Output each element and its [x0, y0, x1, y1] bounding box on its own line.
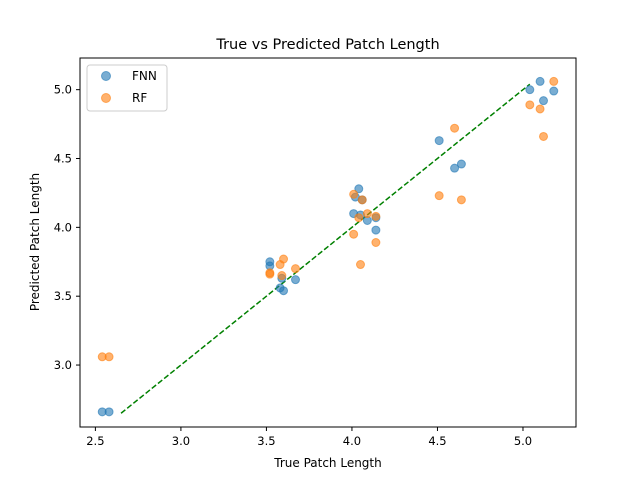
data-point-rf [434, 191, 444, 201]
y-axis-ticks: 3.0 3.5 4.0 4.5 5.0 [54, 83, 80, 372]
data-point-fnn [354, 184, 364, 194]
data-point-rf [354, 213, 364, 223]
x-axis-ticks: 2.5 3.0 3.5 4.0 4.5 5.0 [86, 427, 532, 448]
data-point-rf [450, 123, 460, 133]
legend-marker-fnn [101, 71, 111, 81]
data-point-rf [291, 264, 301, 274]
data-point-rf [371, 211, 381, 221]
y-axis-label: Predicted Patch Length [28, 173, 42, 311]
x-tick-label: 3.5 [257, 434, 275, 448]
data-point-rf [279, 254, 289, 264]
data-point-fnn [456, 159, 466, 169]
data-point-fnn [291, 275, 301, 285]
data-point-rf [456, 195, 466, 205]
series-rf [97, 76, 559, 362]
data-point-fnn [371, 225, 381, 235]
x-axis-label: True Patch Length [273, 456, 381, 470]
data-point-rf [349, 229, 359, 239]
plot-area [97, 76, 559, 417]
data-point-rf [535, 104, 545, 114]
data-point-rf [355, 260, 365, 270]
legend-label-fnn: FNN [132, 69, 157, 83]
x-tick-label: 3.0 [172, 434, 190, 448]
data-point-fnn [450, 163, 460, 173]
legend: FNN RF [86, 64, 168, 112]
data-point-rf [104, 352, 114, 362]
data-point-fnn [525, 85, 535, 95]
y-tick-label: 3.0 [54, 358, 72, 372]
data-point-rf [525, 100, 535, 110]
data-point-fnn [535, 76, 545, 86]
legend-marker-rf [101, 93, 111, 103]
y-tick-label: 5.0 [54, 83, 72, 97]
y-tick-label: 4.5 [54, 152, 72, 166]
legend-label-rf: RF [132, 91, 147, 105]
data-point-rf [371, 238, 381, 247]
y-tick-label: 4.0 [54, 220, 72, 234]
data-point-rf [277, 271, 287, 281]
reference-line [120, 83, 531, 414]
data-point-rf [549, 76, 559, 86]
chart-title: True vs Predicted Patch Length [215, 37, 439, 53]
x-tick-label: 5.0 [514, 434, 532, 448]
data-point-rf [539, 131, 549, 141]
data-point-rf [265, 269, 275, 279]
x-tick-label: 4.0 [343, 434, 361, 448]
data-point-rf [357, 195, 367, 205]
axes-frame [79, 57, 577, 428]
data-point-fnn [434, 136, 444, 146]
data-point-fnn [539, 96, 549, 106]
data-point-fnn [279, 286, 289, 296]
x-tick-label: 2.5 [86, 434, 104, 448]
y-tick-label: 3.5 [54, 289, 72, 303]
data-point-fnn [549, 86, 559, 96]
x-tick-label: 4.5 [428, 434, 446, 448]
data-point-rf [362, 209, 372, 219]
data-point-rf [349, 189, 359, 199]
data-point-fnn [104, 407, 114, 417]
